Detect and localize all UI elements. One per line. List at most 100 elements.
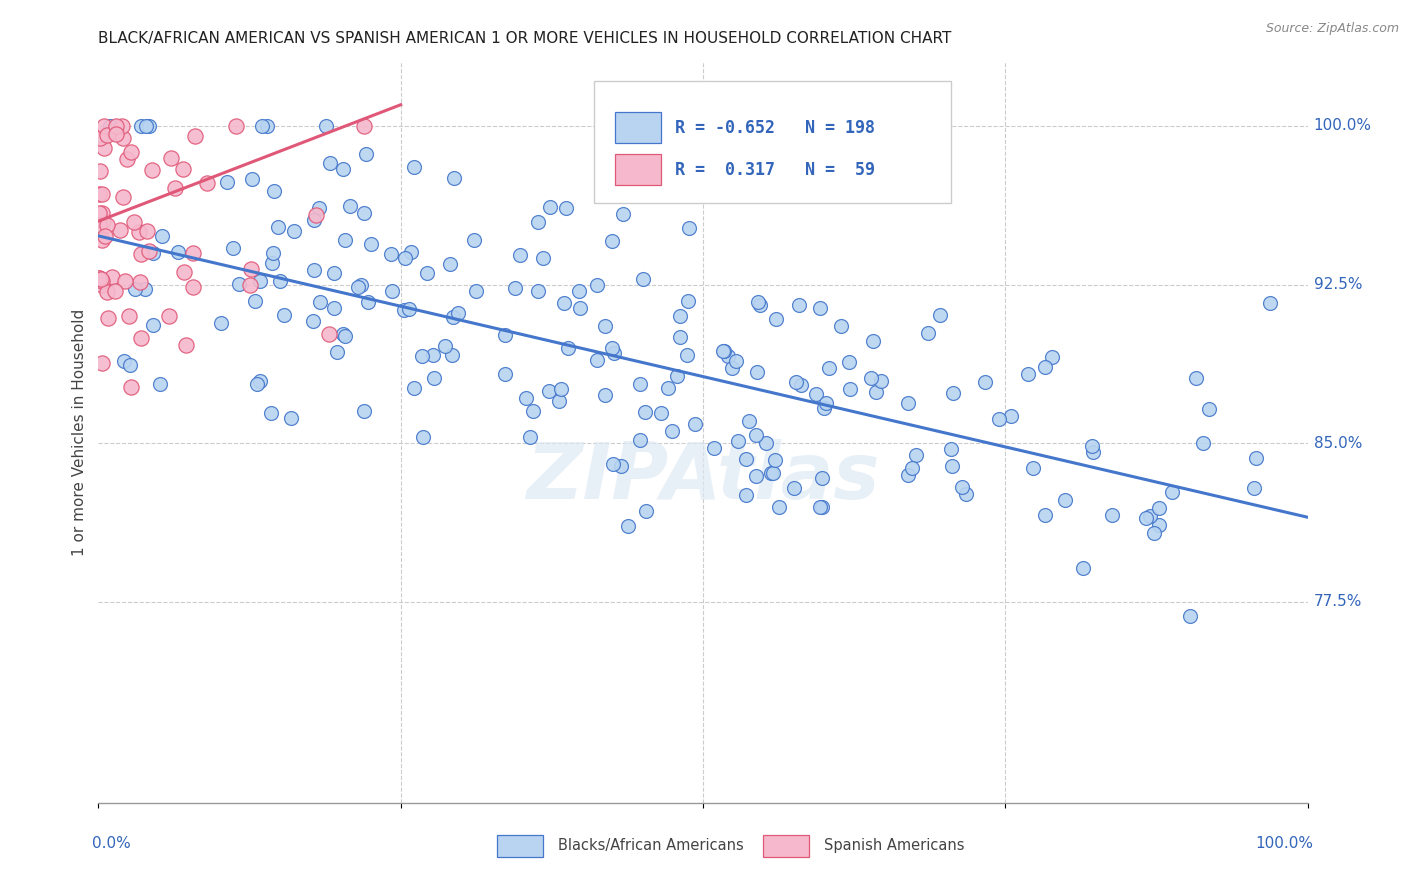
Point bbox=[553, 296, 575, 310]
Point bbox=[811, 471, 834, 485]
Point bbox=[269, 274, 291, 288]
Point bbox=[347, 279, 370, 293]
Point bbox=[181, 246, 204, 260]
Point bbox=[399, 244, 422, 259]
Point bbox=[302, 314, 325, 328]
Point bbox=[97, 311, 120, 326]
Point bbox=[184, 128, 207, 143]
Point bbox=[404, 381, 426, 395]
Point bbox=[628, 377, 651, 392]
Point bbox=[302, 263, 325, 277]
Point bbox=[550, 382, 572, 396]
Point bbox=[897, 395, 920, 409]
Point bbox=[1081, 439, 1104, 453]
Point bbox=[1191, 436, 1213, 450]
Point bbox=[89, 164, 111, 178]
Point bbox=[1147, 500, 1170, 515]
Point bbox=[195, 176, 218, 190]
Point bbox=[333, 329, 356, 343]
Point bbox=[811, 500, 834, 514]
Point bbox=[721, 361, 744, 376]
Point bbox=[676, 294, 699, 309]
Point bbox=[120, 145, 142, 160]
Point bbox=[165, 181, 187, 195]
Point bbox=[509, 248, 531, 262]
Point bbox=[1180, 609, 1202, 624]
Point bbox=[360, 237, 382, 252]
Point bbox=[243, 294, 266, 309]
Point bbox=[353, 206, 375, 220]
Point bbox=[657, 381, 679, 395]
Point bbox=[568, 285, 591, 299]
Point bbox=[600, 341, 623, 355]
Point bbox=[862, 334, 884, 348]
Point bbox=[547, 394, 569, 409]
Point bbox=[118, 309, 141, 323]
Point bbox=[527, 284, 550, 298]
Point bbox=[974, 376, 997, 390]
Point bbox=[683, 417, 706, 431]
Point bbox=[1000, 409, 1022, 424]
Point bbox=[260, 407, 283, 421]
Point bbox=[738, 414, 761, 428]
Point bbox=[91, 234, 114, 248]
Point bbox=[129, 247, 152, 261]
Point bbox=[357, 294, 380, 309]
Point bbox=[1017, 367, 1039, 381]
Point bbox=[941, 458, 963, 473]
Text: 100.0%: 100.0% bbox=[1313, 119, 1372, 134]
Point bbox=[586, 352, 609, 367]
Point bbox=[90, 206, 112, 220]
Point bbox=[804, 386, 827, 401]
Point bbox=[676, 348, 699, 362]
Point bbox=[1101, 508, 1123, 523]
Point bbox=[87, 270, 110, 285]
Text: R =  0.317   N =  59: R = 0.317 N = 59 bbox=[675, 161, 875, 178]
Point bbox=[817, 360, 839, 375]
Text: 0.0%: 0.0% bbox=[93, 836, 131, 851]
Point bbox=[111, 130, 134, 145]
Point bbox=[416, 266, 439, 280]
Point bbox=[870, 374, 893, 388]
Point bbox=[440, 348, 463, 362]
Point bbox=[988, 411, 1011, 425]
Point bbox=[612, 206, 634, 220]
Text: ZIPAtlas: ZIPAtlas bbox=[526, 439, 880, 515]
Point bbox=[725, 354, 748, 368]
Point bbox=[353, 119, 375, 133]
Point bbox=[494, 328, 516, 343]
Point bbox=[256, 119, 278, 133]
Point bbox=[249, 374, 271, 388]
Point bbox=[90, 277, 112, 292]
Point bbox=[87, 206, 110, 220]
Point bbox=[519, 430, 541, 444]
Point bbox=[661, 424, 683, 438]
Point bbox=[1139, 508, 1161, 523]
Point bbox=[503, 281, 526, 295]
Point bbox=[1071, 561, 1094, 575]
Point bbox=[381, 284, 404, 298]
Point bbox=[380, 247, 402, 261]
Text: Source: ZipAtlas.com: Source: ZipAtlas.com bbox=[1265, 22, 1399, 36]
Point bbox=[789, 378, 811, 392]
Point bbox=[554, 202, 576, 216]
Point bbox=[905, 449, 928, 463]
Point bbox=[90, 272, 112, 286]
Point bbox=[716, 349, 738, 363]
Text: 85.0%: 85.0% bbox=[1313, 435, 1362, 450]
Point bbox=[941, 442, 963, 456]
Point bbox=[896, 467, 918, 482]
Point bbox=[129, 331, 152, 345]
Point bbox=[120, 380, 142, 394]
Point bbox=[631, 271, 654, 285]
Point bbox=[100, 119, 122, 133]
Point bbox=[665, 369, 688, 384]
Point bbox=[929, 308, 952, 322]
Point bbox=[636, 504, 658, 518]
Point bbox=[129, 119, 152, 133]
Point bbox=[1021, 461, 1043, 475]
Point bbox=[830, 318, 852, 333]
Point bbox=[628, 434, 651, 448]
Point bbox=[91, 275, 114, 289]
Point bbox=[308, 201, 330, 215]
